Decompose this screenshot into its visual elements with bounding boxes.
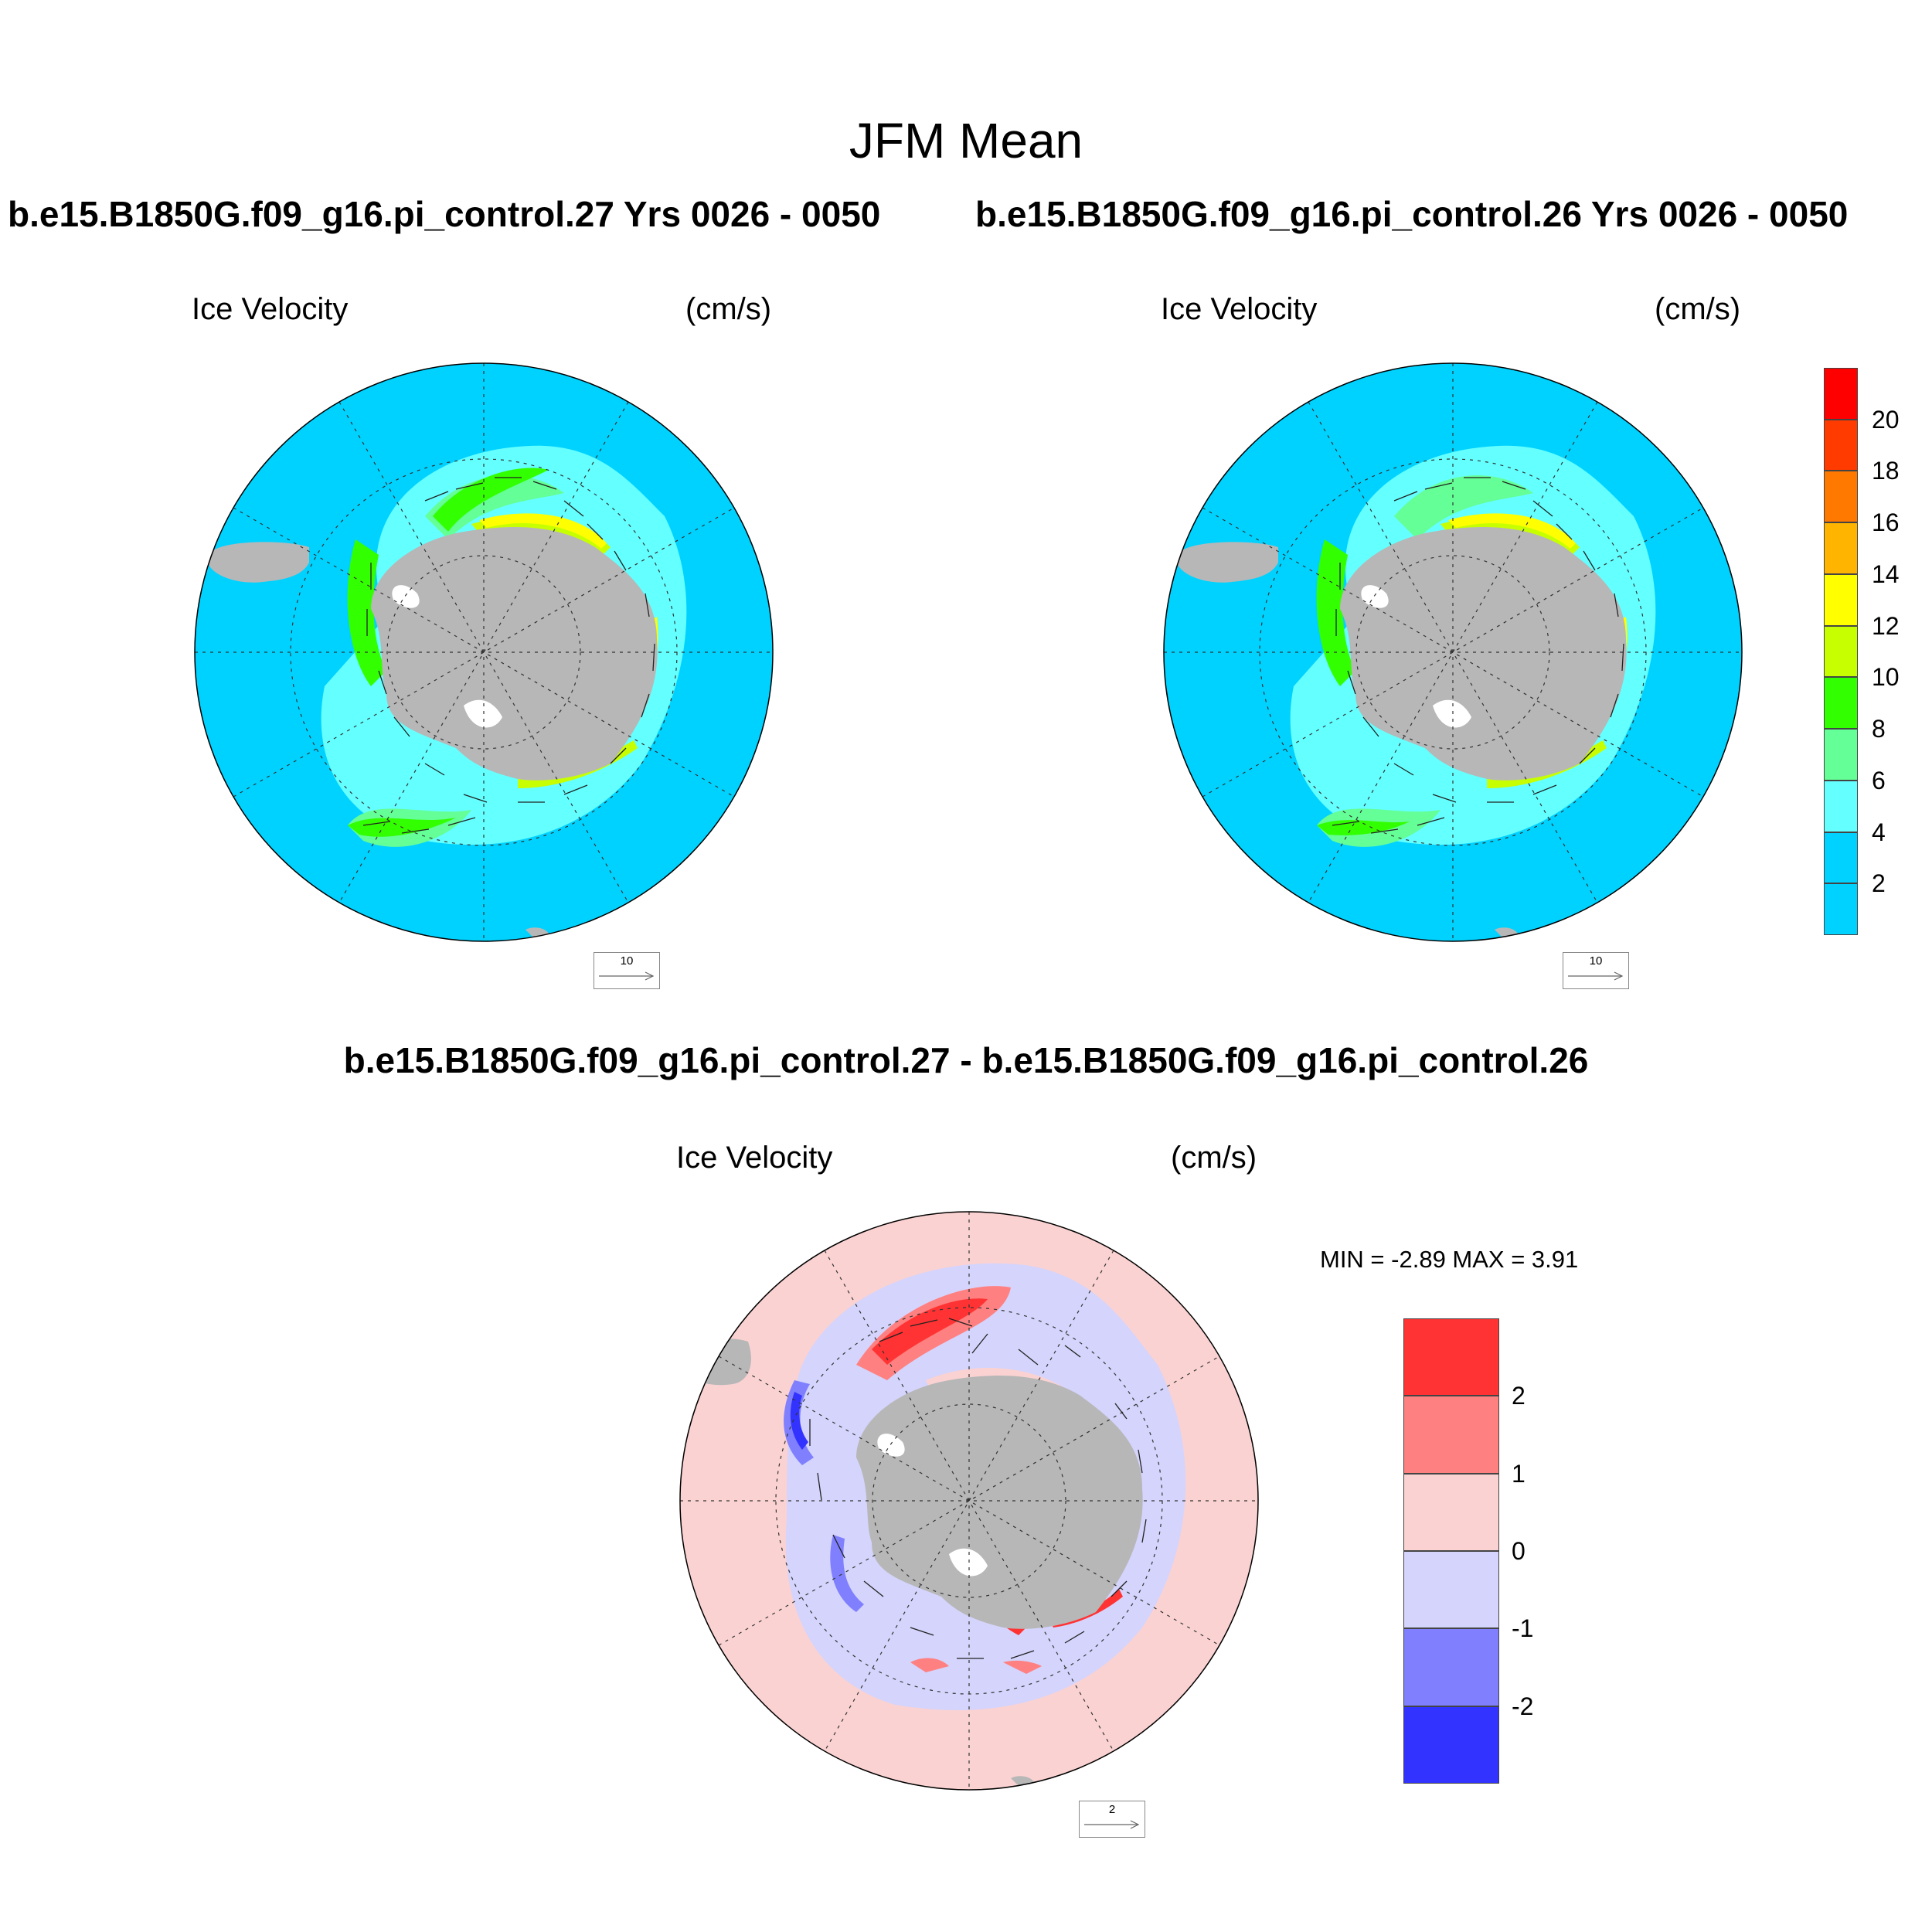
panel-3-field-label: Ice Velocity <box>676 1141 833 1175</box>
colorbar-segment <box>1824 832 1858 884</box>
panel-3-reference-vector: 2 <box>1079 1801 1145 1838</box>
colorbar-tick-label: 4 <box>1872 818 1886 846</box>
reference-arrow-icon <box>1568 971 1624 981</box>
ice-shelf <box>877 1434 988 1577</box>
colorbar-tick-label: 2 <box>1512 1382 1526 1410</box>
reference-vector-label: 2 <box>1108 1803 1116 1816</box>
panel-1-field-label: Ice Velocity <box>192 292 349 326</box>
reference-arrow-icon <box>1084 1820 1140 1829</box>
colorbar-tick-label: 10 <box>1872 663 1900 692</box>
colorbar-tick-label: -2 <box>1512 1692 1534 1720</box>
colorbar-tick-label: 0 <box>1512 1537 1526 1565</box>
colorbar-segment <box>1824 780 1858 832</box>
colorbar-segment <box>1824 573 1858 626</box>
colorbar-segment <box>1403 1396 1499 1474</box>
panel-2-reference-vector: 10 <box>1563 952 1629 989</box>
reference-vector-label: 10 <box>1589 954 1603 968</box>
colorbar-segment <box>1403 1706 1499 1784</box>
graticule <box>1164 363 1742 941</box>
colorbar-tick-label: 20 <box>1872 405 1900 434</box>
panel-1-units-label: (cm/s) <box>685 292 772 326</box>
colorbar-tick-label: 14 <box>1872 560 1900 588</box>
ice-shelf <box>1361 585 1471 728</box>
panel-1-polar-map <box>194 362 774 942</box>
reference-arrow-icon <box>599 971 655 981</box>
colorbar-segment <box>1824 419 1858 471</box>
panel-2-case-title: b.e15.B1850G.f09_g16.pi_control.26 Yrs 0… <box>975 194 1849 234</box>
panel-2-polar-map <box>1163 362 1743 942</box>
colorbar-tick-label: 18 <box>1872 457 1900 485</box>
colorbar-segment <box>1824 729 1858 781</box>
velocity-vectors <box>1332 477 1624 834</box>
panel-1-case-title: b.e15.B1850G.f09_g16.pi_control.27 Yrs 0… <box>8 194 881 234</box>
colorbar-tick-label: 16 <box>1872 509 1900 537</box>
colorbar-segment <box>1824 522 1858 574</box>
colorbar-tick-label: 6 <box>1872 766 1886 794</box>
colorbar-segment <box>1824 625 1858 678</box>
panel-3-units-label: (cm/s) <box>1171 1141 1257 1175</box>
difference-colorbar <box>1403 1318 1499 1784</box>
colorbar-tick-label: 12 <box>1872 611 1900 640</box>
panel-3-min-max: MIN = -2.89 MAX = 3.91 <box>1320 1246 1579 1273</box>
colorbar-segment <box>1403 1628 1499 1706</box>
antarctica-landmass <box>1176 527 1627 937</box>
colorbar-tick-label: 2 <box>1872 869 1886 898</box>
colorbar-segment <box>1824 677 1858 730</box>
antarctica-landmass <box>207 527 658 937</box>
colorbar-segment <box>1824 471 1858 523</box>
velocity-vectors <box>809 1318 1147 1659</box>
colorbar-segment <box>1824 883 1858 935</box>
graticule <box>195 363 773 941</box>
graticule <box>680 1212 1258 1790</box>
panel-2-units-label: (cm/s) <box>1655 292 1741 326</box>
colorbar-segment <box>1824 368 1858 420</box>
panel-1-reference-vector: 10 <box>594 952 660 989</box>
colorbar-tick-label: 8 <box>1872 715 1886 743</box>
colorbar-tick-label: -1 <box>1512 1614 1534 1643</box>
speed-colorbar <box>1824 368 1858 935</box>
velocity-vectors <box>362 477 655 834</box>
panel-3-polar-map <box>679 1211 1259 1791</box>
panel-2-field-label: Ice Velocity <box>1161 292 1318 326</box>
page-title: JFM Mean <box>849 113 1083 168</box>
reference-vector-label: 10 <box>620 954 634 968</box>
colorbar-segment <box>1403 1473 1499 1551</box>
colorbar-segment <box>1403 1551 1499 1629</box>
colorbar-tick-label: 1 <box>1512 1459 1526 1488</box>
panel-3-case-title: b.e15.B1850G.f09_g16.pi_control.27 - b.e… <box>343 1040 1589 1080</box>
colorbar-segment <box>1403 1318 1499 1396</box>
ice-shelf <box>392 585 502 728</box>
